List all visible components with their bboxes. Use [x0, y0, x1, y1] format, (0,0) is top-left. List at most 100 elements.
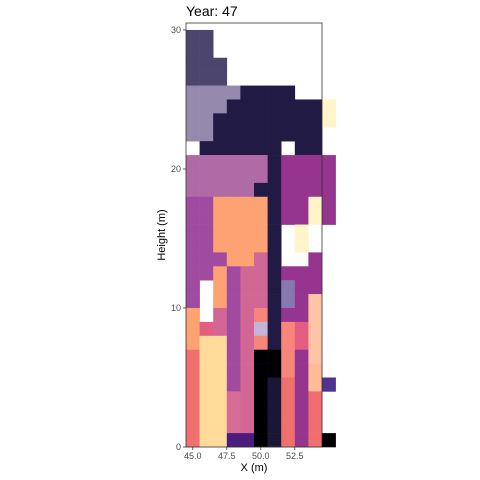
heatmap-cell — [308, 321, 323, 337]
heatmap-cell — [254, 335, 268, 350]
heatmap-cell — [213, 391, 228, 406]
heatmap-cell — [267, 419, 282, 434]
heatmap-cell — [254, 307, 268, 323]
heatmap-cell — [267, 391, 282, 406]
heatmap-cell — [199, 238, 214, 253]
heatmap-cell — [254, 391, 268, 406]
heatmap-cell — [240, 141, 255, 156]
heatmap-cell — [281, 377, 296, 392]
heatmap-cell — [240, 294, 255, 309]
heatmap-cell — [199, 224, 214, 239]
heatmap-cell — [294, 349, 309, 364]
heatmap-cell — [199, 85, 214, 100]
heatmap-cell — [213, 252, 228, 267]
x-tick-label: 45.0 — [184, 451, 202, 461]
heatmap-cell — [322, 168, 336, 184]
heatmap-cell — [199, 349, 214, 364]
heatmap-cell — [226, 335, 241, 350]
heatmap-cell — [281, 405, 296, 420]
x-tick-label: 52.5 — [286, 451, 304, 461]
heatmap-cell — [213, 71, 228, 86]
heatmap-cell — [308, 307, 323, 323]
heatmap-cell — [308, 168, 323, 184]
heatmap-cell — [226, 99, 241, 114]
heatmap-cell — [186, 294, 200, 309]
heatmap-cell — [267, 155, 282, 170]
heatmap-cell — [281, 155, 296, 170]
heatmap-cell — [281, 335, 296, 350]
heatmap-cell — [322, 99, 336, 114]
heatmap-cell — [281, 307, 296, 323]
heatmap-cell — [267, 238, 282, 253]
heatmap-cell — [213, 335, 228, 350]
heatmap-cell — [322, 433, 336, 448]
heatmap-cell — [186, 127, 200, 142]
heatmap-cell — [254, 321, 268, 337]
heatmap-cell — [281, 113, 296, 128]
heatmap-cell — [254, 252, 268, 267]
heatmap-cell — [254, 113, 268, 128]
heatmap-cell — [213, 433, 228, 448]
heatmap-cell — [308, 335, 323, 350]
heatmap-cell — [294, 238, 309, 253]
heatmap-cell — [199, 168, 214, 184]
heatmap-cell — [199, 113, 214, 128]
heatmap-cell — [186, 280, 200, 295]
heatmap-cell — [186, 85, 200, 100]
heatmap-cell — [267, 141, 282, 156]
heatmap-cell — [267, 433, 282, 448]
heatmap-cell — [186, 363, 200, 378]
heatmap-cell — [294, 168, 309, 184]
heatmap-cell — [226, 141, 241, 156]
heatmap-cell — [322, 155, 336, 170]
heatmap-cell — [186, 196, 200, 211]
heatmap-cell — [240, 377, 255, 392]
heatmap-cell — [308, 377, 323, 392]
heatmap-cell — [254, 99, 268, 114]
heatmap-cell — [267, 168, 282, 184]
heatmap-cell — [254, 266, 268, 281]
heatmap-cell — [226, 433, 241, 448]
heatmap-cell — [267, 224, 282, 239]
heatmap-cell — [240, 307, 255, 323]
heatmap-cell — [226, 363, 241, 378]
heatmap-cell — [267, 113, 282, 128]
heatmap-cell — [226, 280, 241, 295]
heatmap-cell — [186, 57, 200, 72]
heatmap-cell — [322, 210, 336, 225]
heatmap-cell — [240, 127, 255, 142]
heatmap-cell — [186, 335, 200, 350]
heatmap-cell — [294, 182, 309, 198]
heatmap-cell — [267, 266, 282, 281]
heatmap-cell — [254, 196, 268, 211]
heatmap-cell — [199, 182, 214, 198]
heatmap-cell — [240, 391, 255, 406]
heatmap-cell — [267, 377, 282, 392]
heatmap-cell — [267, 335, 282, 350]
heatmap-cell — [240, 99, 255, 114]
heatmap-cell — [294, 99, 309, 114]
heatmap-cell — [226, 391, 241, 406]
y-axis: 0 10 20 30 — [171, 25, 186, 452]
heatmap-cell — [308, 405, 323, 420]
heatmap-cell — [240, 168, 255, 184]
heatmap-cell — [294, 266, 309, 281]
heatmap-cell — [254, 127, 268, 142]
heatmap-cell — [281, 127, 296, 142]
heatmap-cell — [308, 363, 323, 378]
heatmap-cell — [226, 266, 241, 281]
heatmap-cell — [267, 196, 282, 211]
heatmap-cell — [267, 405, 282, 420]
heatmap-cell — [226, 155, 241, 170]
heatmap-cell — [213, 155, 228, 170]
heatmap-cell — [267, 280, 282, 295]
heatmap-cell — [213, 419, 228, 434]
heatmap-cell — [254, 433, 268, 448]
heatmap-cell — [294, 155, 309, 170]
heatmap-cell — [281, 280, 296, 295]
heatmap-cell — [226, 294, 241, 309]
heatmap-cell — [199, 405, 214, 420]
heatmap-cells — [186, 29, 336, 448]
heatmap-cell — [213, 238, 228, 253]
